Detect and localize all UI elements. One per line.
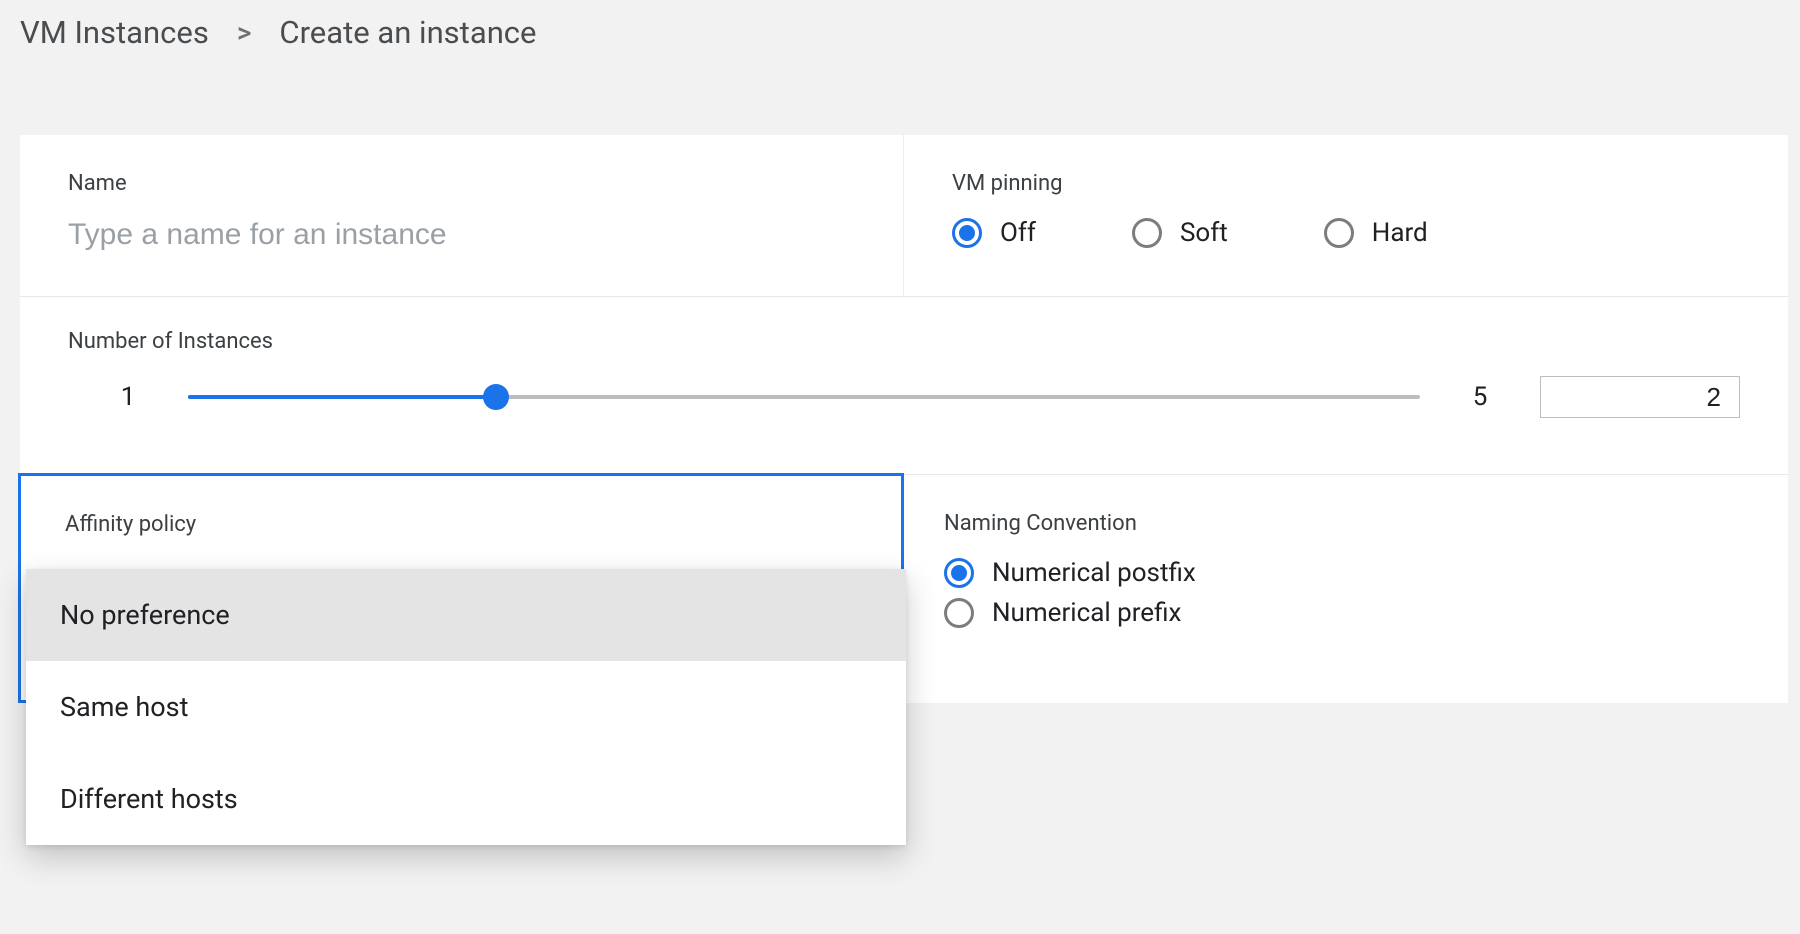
vm-pinning-label: VM pinning	[952, 171, 1740, 196]
naming-prefix-radio[interactable]: Numerical prefix	[944, 598, 1740, 628]
slider-max-label: 5	[1456, 382, 1504, 412]
name-section: Name	[20, 135, 904, 296]
naming-postfix-label: Numerical postfix	[992, 558, 1196, 588]
vm-pinning-section: VM pinning Off Soft Hard	[904, 135, 1788, 296]
breadcrumb: VM Instances > Create an instance	[20, 14, 1788, 51]
radio-icon	[1132, 218, 1162, 248]
instances-label: Number of Instances	[68, 329, 1740, 354]
breadcrumb-root[interactable]: VM Instances	[20, 14, 209, 51]
radio-icon	[1324, 218, 1354, 248]
instances-value-input[interactable]	[1540, 376, 1740, 418]
instance-name-input[interactable]	[68, 218, 855, 252]
radio-icon	[952, 218, 982, 248]
naming-postfix-radio[interactable]: Numerical postfix	[944, 558, 1740, 588]
instances-slider[interactable]	[188, 385, 1420, 409]
affinity-label: Affinity policy	[21, 512, 901, 537]
name-label: Name	[68, 171, 855, 196]
radio-icon	[944, 558, 974, 588]
affinity-option-same-host[interactable]: Same host	[26, 661, 906, 753]
slider-min-label: 1	[104, 382, 152, 412]
vm-pinning-off-label: Off	[1000, 218, 1036, 248]
naming-section: Naming Convention Numerical postfix Nume…	[904, 475, 1788, 703]
slider-thumb[interactable]	[483, 384, 509, 410]
affinity-option-different-hosts[interactable]: Different hosts	[26, 753, 906, 845]
breadcrumb-separator-icon: >	[237, 16, 252, 49]
affinity-dropdown: No preference Same host Different hosts	[26, 569, 906, 845]
naming-label: Naming Convention	[944, 511, 1740, 536]
vm-pinning-hard-radio[interactable]: Hard	[1324, 218, 1428, 248]
vm-pinning-soft-label: Soft	[1180, 218, 1228, 248]
instances-section: Number of Instances 1 5	[20, 297, 1788, 475]
breadcrumb-current: Create an instance	[279, 14, 536, 51]
radio-icon	[944, 598, 974, 628]
create-instance-form: Name VM pinning Off Soft Hard	[20, 135, 1788, 703]
naming-prefix-label: Numerical prefix	[992, 598, 1181, 628]
vm-pinning-hard-label: Hard	[1372, 218, 1428, 248]
affinity-option-no-preference[interactable]: No preference	[26, 569, 906, 661]
vm-pinning-off-radio[interactable]: Off	[952, 218, 1036, 248]
slider-fill	[188, 395, 496, 399]
vm-pinning-soft-radio[interactable]: Soft	[1132, 218, 1228, 248]
